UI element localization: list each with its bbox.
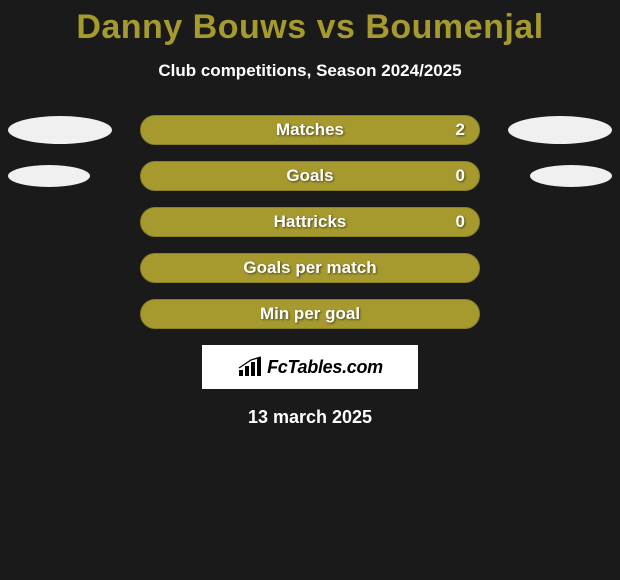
stat-value: 0 bbox=[456, 212, 465, 232]
stat-row-min-per-goal: Min per goal bbox=[0, 299, 620, 329]
stat-value: 2 bbox=[456, 120, 465, 140]
logo-text: FcTables.com bbox=[267, 357, 383, 378]
stat-bar: Matches 2 bbox=[140, 115, 480, 145]
stat-label: Hattricks bbox=[274, 212, 347, 232]
stat-row-hattricks: Hattricks 0 bbox=[0, 207, 620, 237]
stat-row-goals: Goals 0 bbox=[0, 161, 620, 191]
stat-label: Min per goal bbox=[260, 304, 360, 324]
page-title: Danny Bouws vs Boumenjal bbox=[0, 8, 620, 47]
subtitle: Club competitions, Season 2024/2025 bbox=[0, 61, 620, 81]
date-text: 13 march 2025 bbox=[0, 407, 620, 428]
stat-bar: Min per goal bbox=[140, 299, 480, 329]
logo-box: FcTables.com bbox=[202, 345, 418, 389]
comparison-card: Danny Bouws vs Boumenjal Club competitio… bbox=[0, 0, 620, 580]
stat-bar: Hattricks 0 bbox=[140, 207, 480, 237]
left-value-ellipse bbox=[8, 116, 112, 144]
right-value-ellipse bbox=[530, 165, 612, 187]
stat-label: Goals per match bbox=[243, 258, 376, 278]
stat-row-goals-per-match: Goals per match bbox=[0, 253, 620, 283]
stat-label: Goals bbox=[286, 166, 333, 186]
stat-rows: Matches 2 Goals 0 Hattricks 0 Goals per … bbox=[0, 115, 620, 329]
barchart-icon bbox=[237, 356, 263, 378]
stat-value: 0 bbox=[456, 166, 465, 186]
left-value-ellipse bbox=[8, 165, 90, 187]
right-value-ellipse bbox=[508, 116, 612, 144]
stat-bar: Goals per match bbox=[140, 253, 480, 283]
stat-row-matches: Matches 2 bbox=[0, 115, 620, 145]
stat-label: Matches bbox=[276, 120, 344, 140]
stat-bar: Goals 0 bbox=[140, 161, 480, 191]
